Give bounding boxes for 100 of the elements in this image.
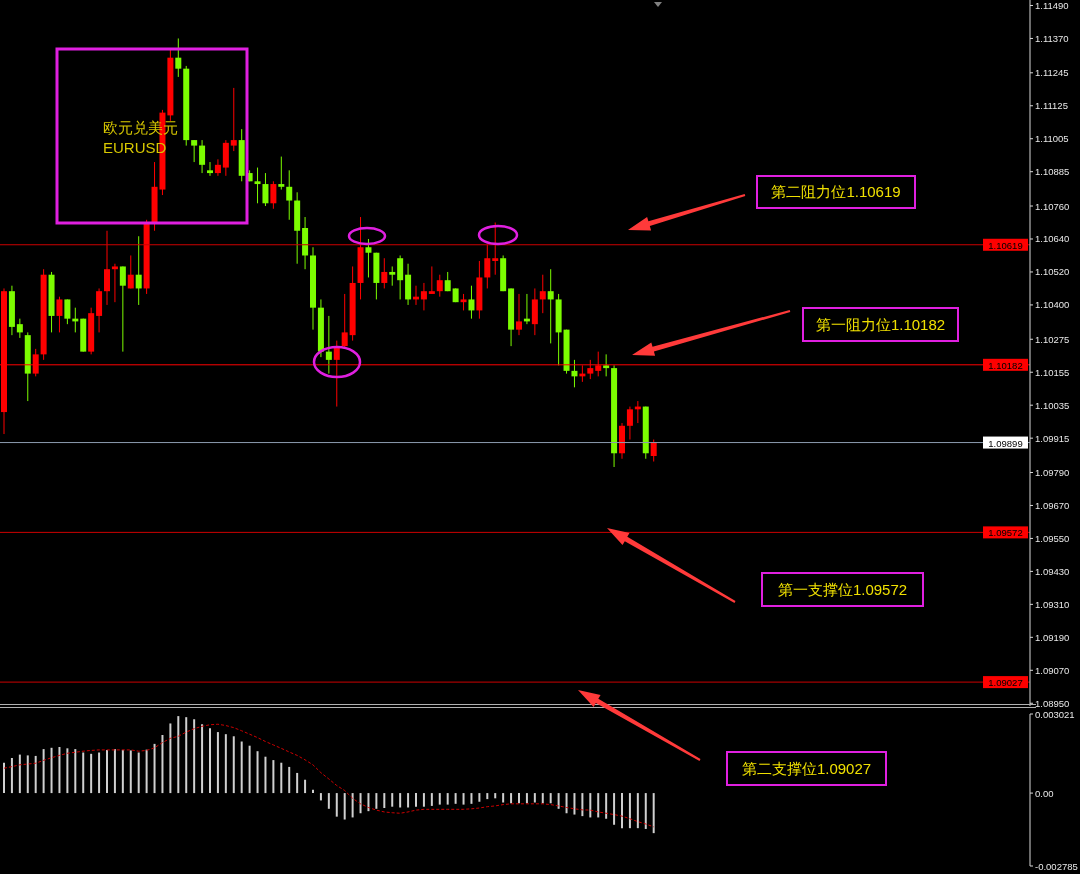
bar bbox=[636, 793, 639, 829]
candlestick bbox=[135, 235, 142, 306]
bar bbox=[399, 793, 402, 808]
bar bbox=[74, 749, 77, 794]
candlestick bbox=[492, 222, 499, 276]
y-tick-label: 1.10520 bbox=[1035, 266, 1070, 278]
candlestick bbox=[516, 293, 522, 336]
candlestick bbox=[539, 274, 546, 314]
bar bbox=[589, 793, 592, 818]
bar bbox=[34, 755, 37, 794]
candlestick bbox=[547, 268, 554, 344]
y-tick-label: 1.09070 bbox=[1035, 664, 1070, 676]
candlestick bbox=[56, 296, 63, 333]
bar bbox=[597, 793, 600, 818]
candlestick bbox=[191, 139, 198, 163]
y-tick-label: 1.11490 bbox=[1035, 0, 1069, 11]
bar bbox=[264, 756, 267, 794]
candlestick bbox=[278, 156, 285, 191]
y-tick-label: -0.002785 bbox=[1035, 860, 1078, 872]
bar bbox=[327, 793, 330, 809]
candlestick bbox=[420, 282, 427, 311]
candlestick bbox=[603, 353, 610, 377]
y-tick-label: 1.10035 bbox=[1035, 399, 1070, 411]
ref-line-label: 1.09027 bbox=[988, 677, 1023, 689]
bar bbox=[391, 793, 394, 807]
bar bbox=[169, 723, 172, 794]
y-tick-label: 1.10275 bbox=[1035, 333, 1070, 345]
bar bbox=[549, 793, 552, 804]
candlestick bbox=[286, 169, 293, 221]
y-tick-label: 1.10760 bbox=[1035, 200, 1070, 212]
annotation: 第二支撑位1.09027 bbox=[741, 759, 872, 777]
y-tick-label: 0.00 bbox=[1035, 787, 1054, 799]
bar bbox=[161, 734, 164, 794]
bar bbox=[335, 793, 338, 817]
bar bbox=[652, 793, 655, 834]
bar bbox=[343, 793, 346, 820]
bar bbox=[98, 752, 101, 794]
bar bbox=[613, 793, 616, 825]
candlestick bbox=[381, 257, 388, 289]
bar bbox=[240, 741, 243, 794]
bar bbox=[462, 793, 465, 805]
bar bbox=[438, 793, 441, 805]
y-tick-label: 1.09310 bbox=[1035, 598, 1070, 610]
candlestick bbox=[127, 254, 134, 289]
ref-line-label: 1.10619 bbox=[988, 239, 1023, 251]
bar bbox=[494, 793, 497, 799]
y-tick-label: 1.10155 bbox=[1035, 366, 1070, 378]
bar bbox=[185, 717, 188, 794]
bar bbox=[628, 793, 631, 829]
bar bbox=[486, 793, 489, 800]
bar bbox=[50, 747, 53, 794]
bar bbox=[256, 751, 259, 794]
y-tick-label: 1.09670 bbox=[1035, 499, 1070, 511]
candlestick bbox=[365, 238, 372, 278]
candlestick bbox=[468, 285, 475, 320]
y-tick-label: 0.003021 bbox=[1035, 708, 1075, 720]
candlestick bbox=[16, 318, 23, 339]
bar bbox=[232, 736, 235, 794]
candlestick bbox=[104, 230, 110, 306]
bar bbox=[42, 749, 45, 794]
y-tick-label: 1.11245 bbox=[1035, 67, 1069, 79]
ref-line-label: 1.09899 bbox=[988, 437, 1023, 449]
candlestick bbox=[397, 254, 404, 300]
bar bbox=[502, 793, 505, 803]
candlestick bbox=[325, 315, 332, 375]
bar bbox=[216, 732, 219, 794]
bar bbox=[644, 793, 647, 829]
bar bbox=[351, 793, 354, 818]
bar bbox=[605, 793, 608, 819]
candlestick bbox=[64, 298, 71, 325]
bar bbox=[193, 719, 196, 794]
y-tick-label: 1.11005 bbox=[1035, 133, 1069, 145]
y-tick-label: 1.09915 bbox=[1035, 432, 1070, 444]
candlestick bbox=[199, 139, 206, 174]
bar bbox=[26, 755, 29, 794]
annotation: 第一阻力位1.10182 bbox=[815, 315, 946, 333]
candlestick bbox=[262, 172, 269, 207]
bar bbox=[383, 793, 386, 809]
candlestick bbox=[207, 161, 213, 177]
candlestick bbox=[119, 265, 126, 353]
bar bbox=[510, 793, 513, 804]
bar bbox=[533, 793, 536, 803]
candlestick bbox=[230, 87, 237, 152]
ref-line-label: 1.10182 bbox=[988, 359, 1023, 371]
bar bbox=[3, 762, 5, 794]
bar bbox=[113, 749, 116, 794]
candlestick bbox=[428, 265, 435, 295]
y-tick-label: 1.10640 bbox=[1035, 233, 1070, 245]
bar bbox=[106, 749, 108, 794]
bar bbox=[18, 754, 21, 794]
bar bbox=[407, 793, 410, 808]
candlestick bbox=[111, 263, 118, 303]
bar bbox=[446, 793, 449, 805]
y-tick-label: 1.09550 bbox=[1035, 532, 1070, 544]
bar bbox=[280, 762, 283, 794]
y-tick-label: 1.09190 bbox=[1035, 631, 1070, 643]
bar bbox=[581, 793, 584, 817]
bar bbox=[422, 793, 425, 807]
bar bbox=[153, 743, 156, 794]
bar bbox=[565, 793, 568, 814]
